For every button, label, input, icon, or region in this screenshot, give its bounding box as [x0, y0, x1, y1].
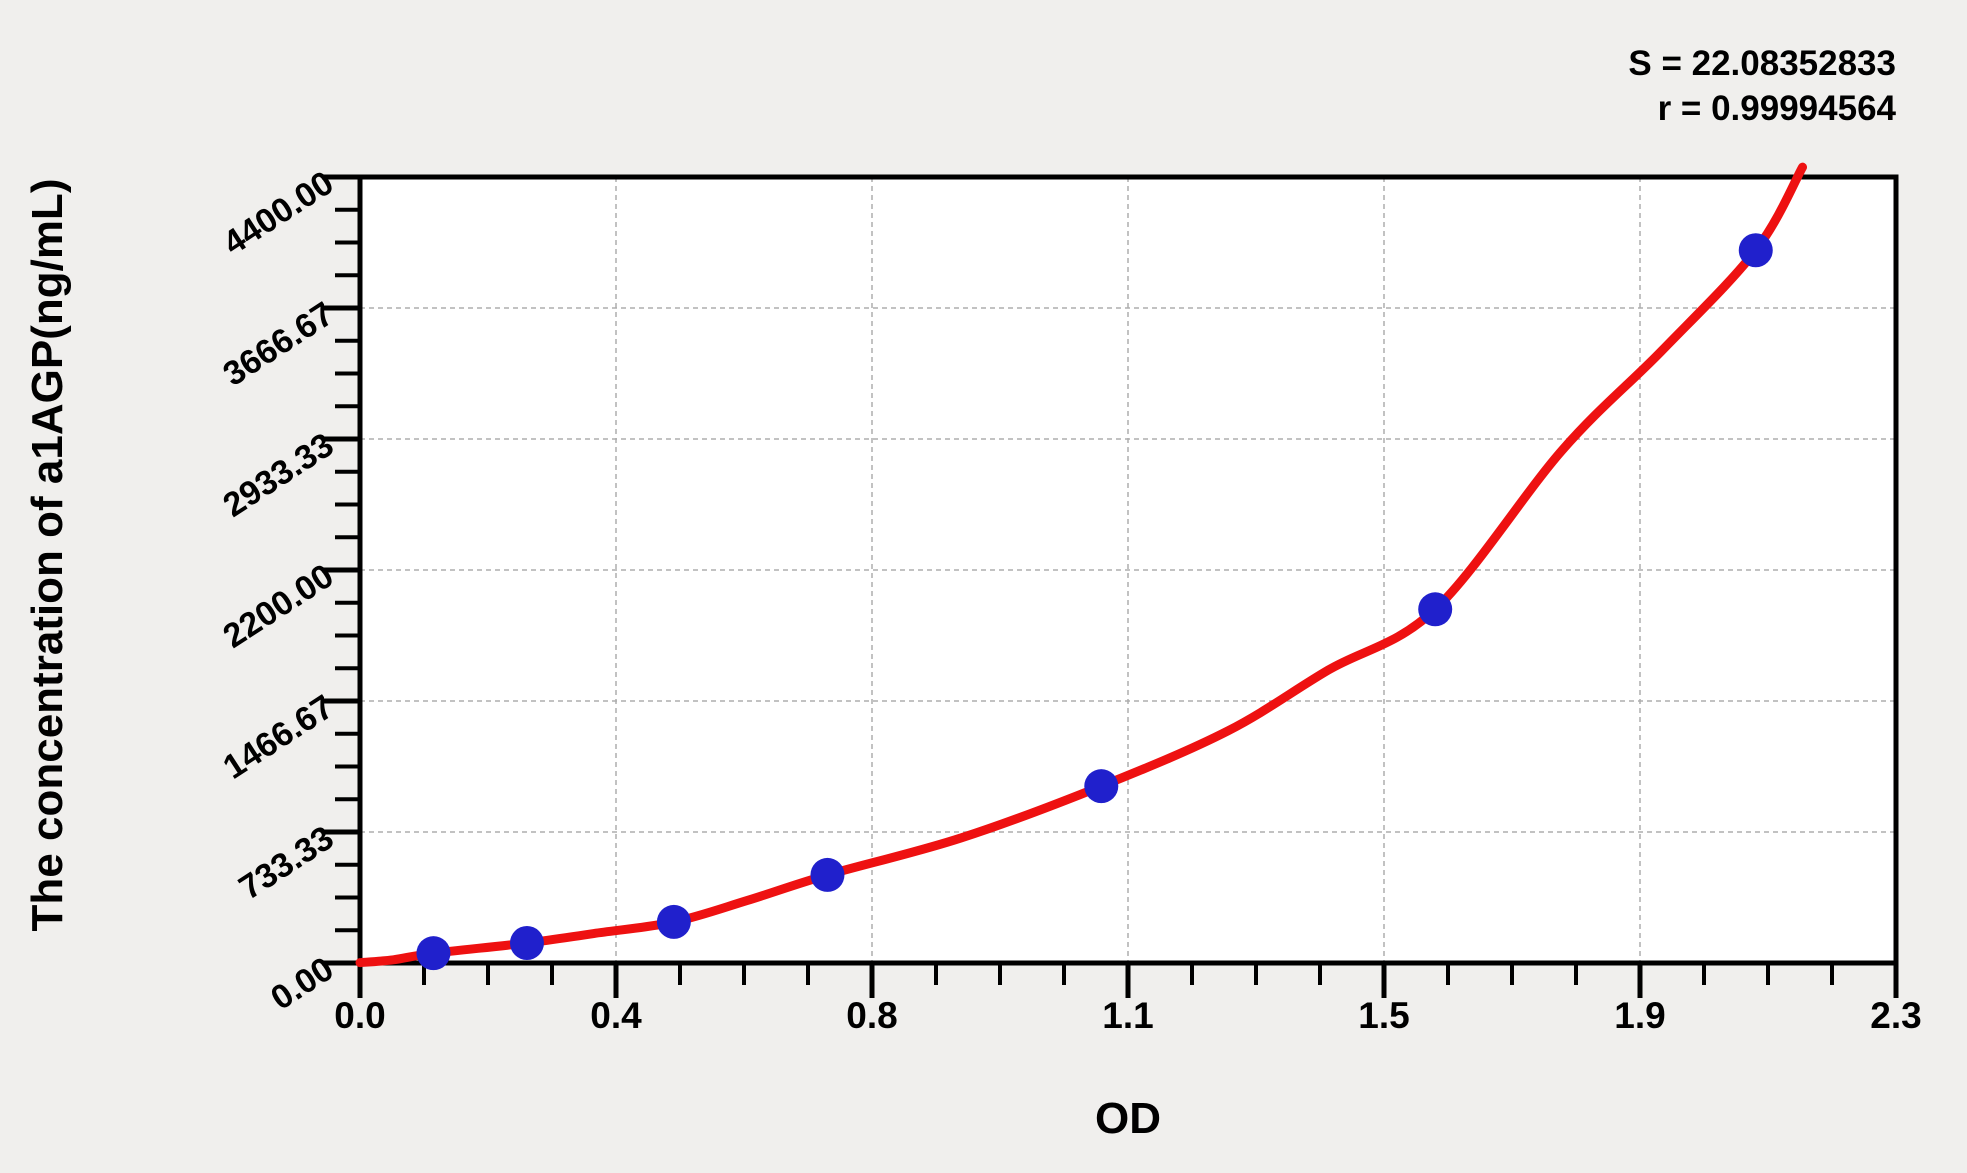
stat-s-value: S = 22.08352833	[1628, 44, 1896, 83]
x-axis-title: OD	[1095, 1094, 1161, 1143]
axis-ticks	[322, 174, 1899, 998]
x-tick-label: 0.4	[590, 995, 642, 1036]
data-points-layer	[416, 233, 1773, 971]
y-tick-label: 733.33	[232, 819, 340, 908]
data-point	[1738, 233, 1773, 268]
y-tick-label: 1466.67	[217, 688, 341, 787]
x-tick-label: 2.3	[1870, 995, 1921, 1036]
y-tick-label: 4400.00	[217, 164, 341, 263]
data-point	[656, 904, 691, 939]
data-point	[1084, 769, 1119, 804]
data-point	[416, 936, 451, 971]
y-axis-title: The concentration of a1AGP(ng/mL)	[23, 179, 72, 932]
data-point	[810, 857, 845, 892]
y-tick-label: 2933.33	[217, 426, 341, 525]
x-tick-label: 1.5	[1358, 995, 1409, 1036]
y-tick-label: 2200.00	[217, 557, 341, 656]
x-tick-label: 1.1	[1102, 995, 1153, 1036]
y-tick-label: 3666.67	[217, 295, 341, 394]
x-tick-label: 1.9	[1614, 995, 1665, 1036]
data-point	[509, 925, 544, 960]
data-point	[1418, 592, 1453, 627]
x-tick-label: 0.8	[846, 995, 897, 1036]
stat-r-value: r = 0.99994564	[1658, 89, 1897, 128]
y-tick-label: 0.00	[264, 950, 340, 1018]
gridlines	[360, 177, 1896, 963]
x-tick-label: 0.0	[334, 995, 385, 1036]
